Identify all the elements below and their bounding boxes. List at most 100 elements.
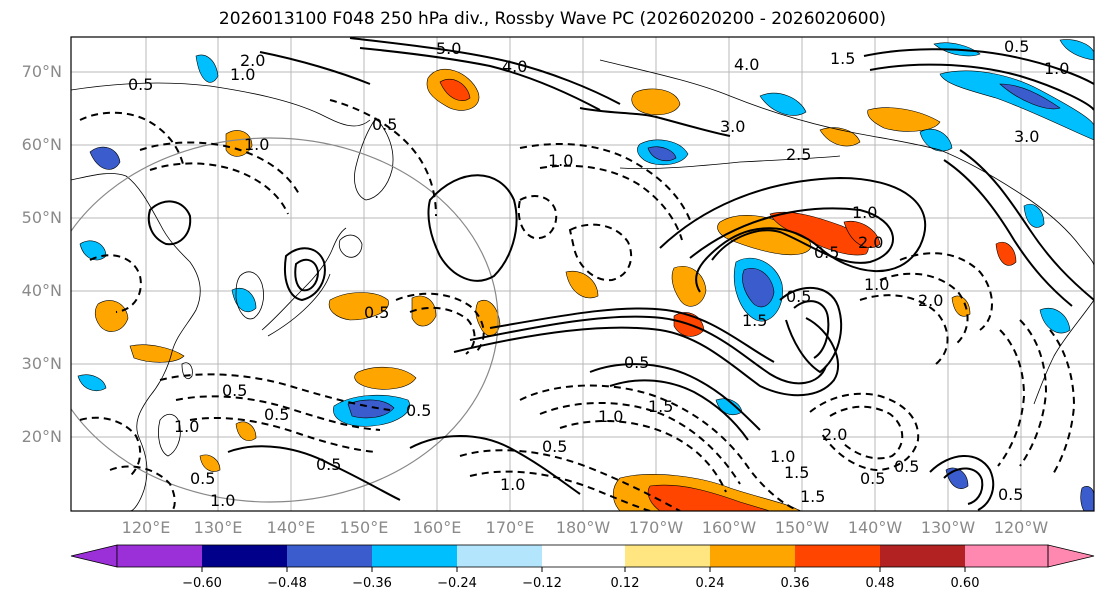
contour-label: 2.0 [918,291,943,310]
positive-patch [995,242,1017,266]
contour-line [395,292,485,353]
contour-line [329,99,437,217]
contour-label: 0.5 [786,287,811,306]
contour-label: 1.0 [548,151,573,170]
longitude-label: 170°E [485,518,535,537]
positive-patch [225,130,253,157]
contour-line [1049,329,1076,477]
contour-label: 1.5 [742,311,767,330]
contour-label: 0.5 [814,243,839,262]
colorbar-segment [542,545,625,567]
hokkaido-coastline [338,234,363,258]
positive-patch [199,454,221,472]
contour-label: 0.5 [860,469,885,488]
aleutian-chain [619,155,841,169]
contour-line [997,329,1026,467]
contour-label: 0.5 [222,381,247,400]
colorbar-ticks [201,567,966,572]
positive-patch [354,366,417,390]
contour-line [659,176,927,293]
contour-line [109,465,176,511]
contour-label: 0.5 [542,437,567,456]
positive-patch [94,300,129,332]
contour-line [879,272,969,345]
colorbar-extend-max [1047,544,1095,568]
contour-label: 4.0 [734,55,759,74]
contour-line [863,48,1094,85]
contour-line [427,174,518,282]
na-westcoast [1033,299,1094,405]
colorbar-tick-label: 0.60 [950,576,980,591]
latitude-label: 30°N [21,354,62,373]
longitude-label: 130°E [193,518,243,537]
colorbar-tick-label: −0.36 [352,576,392,591]
contour-line [469,315,827,385]
contour-line [359,47,601,111]
contour-label: 0.5 [316,455,341,474]
negative-patch [1039,308,1071,334]
colorbar-segment [372,545,457,567]
contour-label: 1.0 [598,407,623,426]
positive-patch [235,421,257,441]
contour-label: 1.0 [864,275,889,294]
colorbar-segment [795,545,880,567]
contour-label: 1.5 [830,49,855,68]
contour-label: 1.0 [770,447,795,466]
contour-label: 0.5 [364,303,389,322]
contour-line [539,402,741,485]
contour-line [959,149,1094,301]
contour-label: 2.0 [240,51,265,70]
negative-patch [939,70,1094,141]
negative-patch [195,54,219,83]
contour-line [519,143,691,221]
latitude-label: 20°N [21,427,62,446]
negative-patch [919,128,953,152]
contour-label: 0.5 [894,457,919,476]
contour-label: 1.0 [1044,59,1069,78]
contour-line [489,307,775,363]
negative-patch [1059,39,1094,61]
contour-label: 1.5 [784,463,809,482]
longitude-label: 140°W [847,518,903,537]
positive-patch [439,78,471,101]
colorbar-tick-label: 0.36 [780,576,810,591]
positive-patch [631,88,681,116]
longitude-label: 170°W [628,518,684,537]
contour-line [793,300,830,359]
contour-label: 3.0 [720,117,745,136]
korea-coastline [235,271,264,320]
contour-label: 1.0 [500,475,525,494]
positive-patch [867,107,941,132]
contour-line [227,445,401,501]
kamchatka-coastline [354,117,394,201]
contour-labels: 0.5 1.0 0.5 0.5 0.5 1.0 1.0 1.0 2.0 1.0 … [128,37,1069,510]
contour-line [159,373,391,411]
contour-label: 3.0 [1014,127,1039,146]
longitude-label: 150°W [774,518,830,537]
colorbar-segment [287,545,372,567]
contour-line [453,317,839,397]
contour-line [689,207,894,264]
colorbar-segment [625,545,710,567]
longitude-label: 160°E [412,518,462,537]
longitude-label: 180°W [555,518,611,537]
contour-line [568,223,633,282]
alaska-coastline [599,59,1094,267]
contour-label: 1.0 [852,203,877,222]
negative-patch [742,268,775,308]
contour-line [519,384,801,511]
positive-patch [671,266,707,307]
contour-line [189,417,377,453]
colorbar-tick-label: −0.48 [267,576,307,591]
contour-line [294,258,320,292]
contour-label: 0.5 [406,401,431,420]
contour-line [559,420,727,493]
contour-label: 0.5 [624,353,649,372]
contour-line [175,395,381,431]
colorbar-tick-label: 0.12 [610,576,640,591]
philippines-coastline [158,413,181,457]
positive-patch [843,220,881,248]
contour-line [943,467,984,505]
latitude-label: 60°N [21,135,62,154]
contour-line [539,164,683,241]
